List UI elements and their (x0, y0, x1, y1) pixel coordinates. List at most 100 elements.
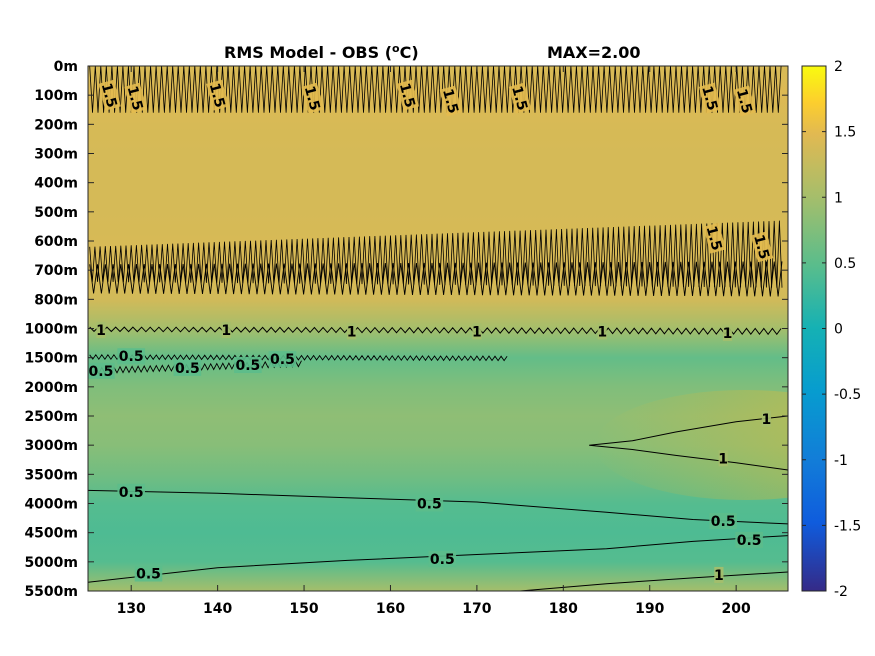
colorbar-tick-label: 1 (834, 190, 843, 206)
contour-label: 0.5 (235, 358, 260, 374)
contour-label: 1.5 (124, 84, 146, 112)
contour-label: 1.5 (98, 81, 120, 109)
contour-label-bg (698, 82, 722, 114)
contour-label: 0.5 (711, 514, 736, 530)
contour-label-bg (508, 82, 532, 114)
y-axis: 0m 100m 200m 300m 400m 500m 600m 700m 800m 1000m 1… (24, 59, 788, 600)
colorbar-ticks: 2 1.5 1 0.5 0 -0.5 -1 -1.5 -2 (802, 59, 861, 600)
contour-label: 0.5 (89, 364, 114, 380)
contour-label: 1.5 (439, 87, 461, 115)
contour-label: 1.5 (750, 233, 772, 261)
x-tick-label: 200 (722, 601, 751, 617)
y-tick-label: 4000m (24, 497, 78, 513)
y-tick-label: 300m (34, 147, 78, 163)
contour-label: 0.5 (175, 361, 200, 377)
contour-1-wedge (589, 415, 788, 471)
y-tick-label: 600m (34, 234, 78, 250)
y-tick-label: 500m (34, 205, 78, 221)
contour-label: 0.5 (119, 349, 144, 365)
contour-label-bg (221, 321, 231, 338)
y-tick-label: 800m (34, 292, 78, 308)
contour-label: 1.5 (703, 224, 725, 252)
y-tick-label: 700m (34, 263, 78, 279)
contour-label-bg (597, 323, 607, 340)
warm-anomaly-region (595, 390, 788, 500)
x-tick-label: 130 (117, 601, 146, 617)
contour-label-bg (346, 323, 357, 340)
y-tick-label: 2000m (24, 380, 78, 396)
contour-label: 0.5 (136, 567, 161, 583)
colorbar-tick-label: 0 (834, 322, 843, 338)
contour-label: 1.5 (206, 81, 228, 109)
y-tick-label: 0m (54, 59, 78, 75)
y-tick-label: 4500m (24, 526, 78, 542)
contour-label-bg (173, 359, 202, 376)
y-tick-label: 3500m (24, 467, 78, 483)
contour-label: 1.5 (301, 84, 323, 112)
contour-label: 1.5 (508, 84, 530, 112)
plot-area: 1.5 1.5 1.5 1.5 1.5 1.5 1.5 1.5 1.51.5 1.51 1 1 1 1 10… (88, 66, 788, 591)
contour-label-bg (301, 82, 324, 114)
contour-label: 0.5 (417, 497, 442, 513)
y-tick-label: 1500m (24, 351, 78, 367)
contour-label: 1 (723, 326, 733, 342)
contour-label-bg (472, 323, 482, 340)
colorbar-tick-label: -1.5 (834, 518, 861, 534)
contour-label-bg (206, 79, 229, 111)
x-tick-label: 180 (549, 601, 578, 617)
contour-label: 1.5 (396, 81, 418, 109)
y-tick-label: 5500m (24, 584, 78, 600)
colorbar-tick-label: 1.5 (834, 125, 856, 141)
contour-label-bg (761, 410, 771, 427)
contour-label-bg (117, 483, 146, 500)
contour-label: 1 (96, 323, 106, 339)
contour-label-bg (134, 565, 163, 582)
colorbar-tick-label: -2 (834, 584, 848, 600)
contour-label: 0.5 (430, 552, 455, 568)
contour-label: 0.5 (737, 533, 762, 549)
contour-label-bg (117, 348, 146, 365)
contour-label-bg (428, 550, 457, 567)
contour-label: 1.5 (733, 87, 755, 115)
contour-label: 1 (221, 323, 231, 339)
x-tick-label: 140 (203, 601, 232, 617)
contour-label-bg (234, 356, 262, 373)
colorbar-tick-label: -1 (834, 453, 848, 469)
contour-1.5-upper (89, 66, 782, 113)
contour-label-bg (88, 362, 115, 379)
contour-label-bg (718, 450, 728, 467)
y-tick-label: 3000m (24, 438, 78, 454)
contour-label: 1.5 (698, 84, 720, 112)
contour-label-bg (268, 351, 297, 368)
max-label: MAX=2.00 (547, 43, 641, 62)
contour-labels: 1.5 1.5 1.5 1.5 1.5 1.5 1.5 1.5 1.51.5 1.51 1 1 1 1 10… (88, 79, 774, 584)
colorbar-tick-label: -0.5 (834, 387, 861, 403)
x-tick-label: 190 (635, 601, 664, 617)
contour-1.5-mid (89, 220, 783, 288)
contour-label-bg (703, 222, 726, 254)
contour-label-bg (709, 513, 737, 529)
x-tick-label: 160 (376, 601, 405, 617)
y-tick-label: 100m (34, 88, 78, 104)
chart-title: RMS Model - OBS (oC) (224, 42, 419, 62)
y-tick-label: 2500m (24, 409, 78, 425)
contour-label-bg (96, 321, 106, 338)
contour-label: 0.5 (270, 352, 295, 368)
contour-label: 1 (714, 568, 724, 584)
contour-label: 1 (347, 324, 357, 340)
contour-label-bg (714, 566, 724, 583)
colorbar-tick-label: 2 (834, 59, 843, 75)
contour-label: 1 (718, 451, 728, 467)
contour-label-bg (124, 82, 147, 114)
contour-label-bg (98, 79, 121, 111)
contour-label: 1 (597, 324, 607, 340)
x-axis: 130 140 150 160 170 180 190 200 (117, 66, 751, 617)
contour-label: 1 (472, 324, 482, 340)
contour-label-bg (722, 324, 733, 341)
contour-1.5-mid-2 (89, 261, 783, 297)
contour-label: 0.5 (119, 485, 144, 501)
contour-0.5-d (88, 535, 788, 583)
contour-label-bg (735, 531, 763, 548)
contour-1-upper (89, 326, 782, 336)
